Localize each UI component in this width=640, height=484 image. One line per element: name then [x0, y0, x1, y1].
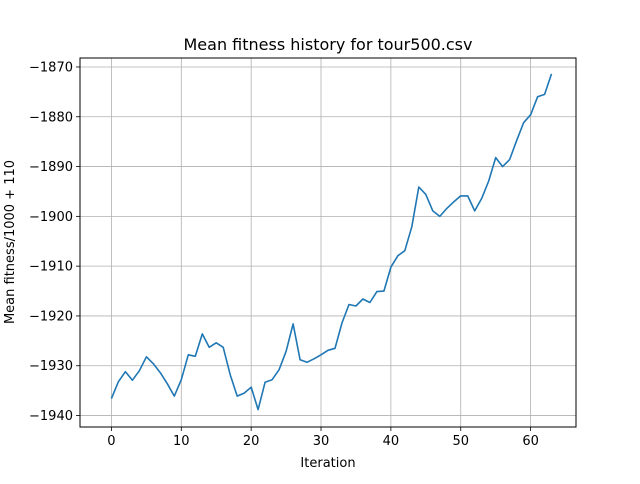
tick-layer: 0 10 20 30 40 50 60 −1940 −1930 −1920 −1910 −1900 −1…: [29, 60, 539, 449]
y-tick-label: −1910: [29, 260, 73, 275]
chart-title: Mean fitness history for tour500.csv: [184, 35, 473, 54]
y-tick-label: −1900: [29, 210, 73, 225]
x-axis-label: Iteration: [300, 456, 355, 471]
y-tick-label: −1930: [29, 359, 73, 374]
y-tick-label: −1880: [29, 110, 73, 125]
y-axis-label: Mean fitness/1000 + 110: [3, 160, 18, 324]
x-tick-label: 10: [173, 434, 190, 449]
x-tick-label: 40: [383, 434, 400, 449]
y-tick-label: −1870: [29, 60, 73, 75]
y-tick-label: −1920: [29, 309, 73, 324]
x-tick-label: 50: [452, 434, 469, 449]
y-tick-label: −1890: [29, 160, 73, 175]
x-tick-label: 20: [243, 434, 260, 449]
x-tick-label: 30: [313, 434, 330, 449]
y-tick-label: −1940: [29, 409, 73, 424]
x-tick-label: 0: [107, 434, 115, 449]
series-line: [110, 73, 553, 411]
x-tick-label: 60: [522, 434, 539, 449]
series-layer: [110, 73, 553, 411]
plot-frame: [79, 57, 577, 428]
